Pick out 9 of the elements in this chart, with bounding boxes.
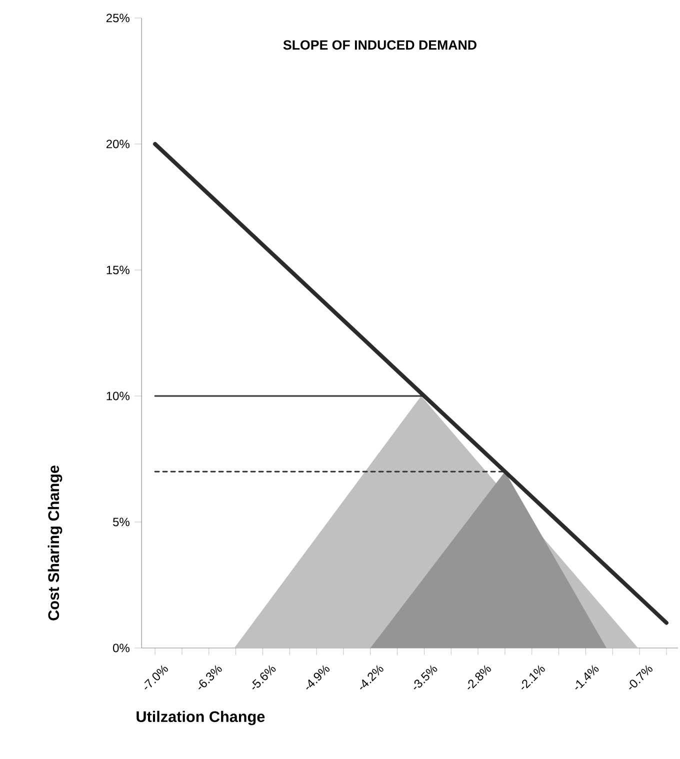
y-tick-label: 15% <box>106 266 130 274</box>
y-tick-label: 25% <box>106 14 130 22</box>
y-tick-label: 0% <box>113 644 130 652</box>
y-tick-label: 10% <box>106 392 130 400</box>
x-axis-title: Utilzation Change <box>136 710 265 726</box>
y-tick-label: 20% <box>106 140 130 148</box>
text: SLOPE OF INDUCED DEMAND <box>283 40 476 50</box>
y-axis-title: Cost Sharing Change <box>48 466 62 620</box>
y-tick-label: 5% <box>113 518 130 526</box>
